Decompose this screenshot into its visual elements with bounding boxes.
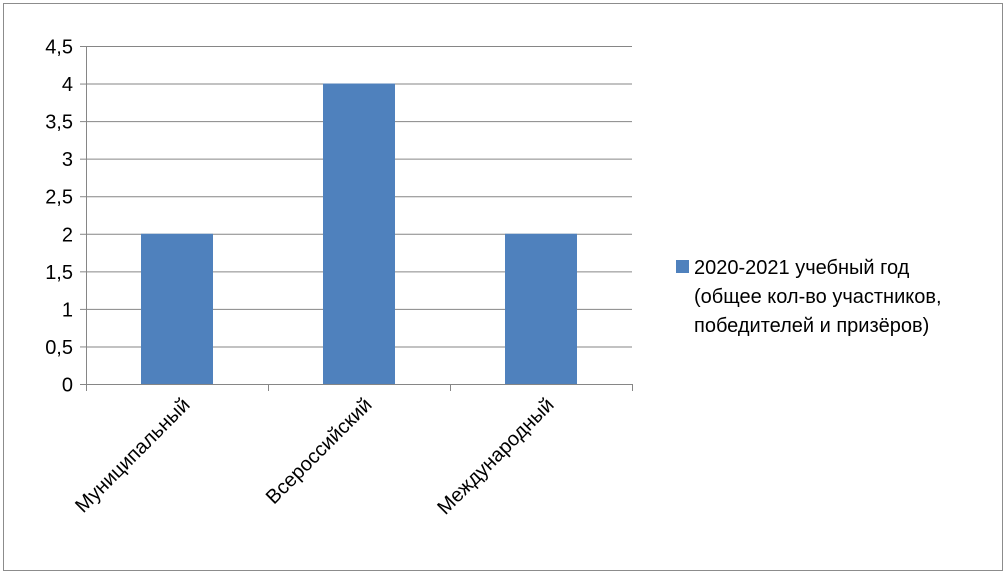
x-axis-tick-label: Международный	[433, 394, 558, 519]
y-axis-tick-label: 1	[62, 299, 73, 321]
bar-3	[505, 233, 577, 384]
legend-swatch	[676, 260, 689, 273]
legend-label-line: победителей и призёров)	[694, 315, 929, 337]
y-axis-tick-label: 2,5	[45, 187, 73, 209]
y-axis-tick-label: 2	[62, 224, 73, 246]
axes	[80, 46, 633, 391]
legend-label-line: (общее кол-во участников,	[694, 286, 942, 308]
x-axis-tick-label: Всероссийский	[262, 394, 377, 509]
legend-label-line: 2020-2021 учебный год	[694, 257, 910, 279]
bar-2	[323, 83, 395, 385]
y-axis-tick-label: 1,5	[45, 262, 73, 284]
y-axis-tick-label: 0,5	[45, 337, 73, 359]
y-axis-tick-label: 4,5	[45, 37, 73, 59]
y-axis-tick-label: 0	[62, 375, 73, 397]
x-axis-tick-label: Муниципальный	[71, 394, 194, 517]
legend: 2020-2021 учебный год (общее кол-во участ…	[676, 257, 942, 337]
x-axis-tick-labels: Муниципальный Всероссийский Международный	[71, 394, 558, 519]
bars	[141, 83, 577, 385]
y-axis-tick-label: 3,5	[45, 112, 73, 134]
bar-1	[141, 233, 213, 384]
y-axis-tick-labels: 0 0,5 1 1,5 2 2,5 3 3,5 4 4,5	[45, 37, 73, 397]
y-axis-tick-label: 3	[62, 149, 73, 171]
y-axis-tick-label: 4	[62, 74, 73, 96]
